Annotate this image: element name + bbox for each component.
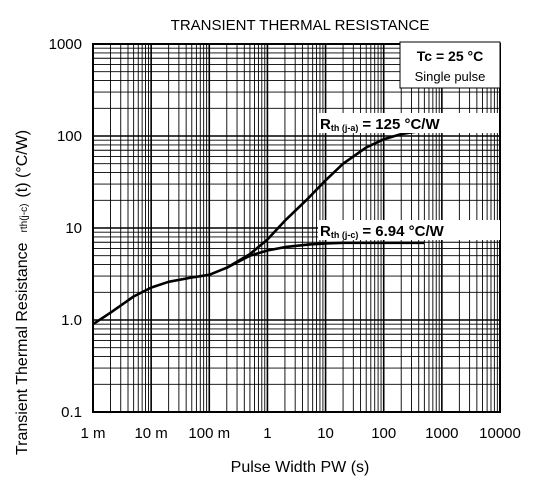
y-tick-labels: 1000 100 10 1.0 0.1 [49, 36, 82, 421]
y-tick-label: 10 [65, 220, 82, 237]
condition-tc: Tc = 25 °C [417, 48, 483, 64]
annotation-jc-sub: th (j-c) [331, 230, 359, 240]
series-layer [92, 129, 425, 326]
x-tick-labels: 1 m 10 m 100 m 1 10 100 1000 10000 [80, 425, 520, 442]
annotation-ja-sub: th (j-a) [331, 123, 359, 133]
annotation-jc-value: = 6.94 °C/W [362, 223, 444, 240]
chart-title: TRANSIENT THERMAL RESISTANCE [171, 17, 430, 34]
series-line-1 [92, 129, 425, 326]
conditions-box [399, 41, 501, 89]
grid [92, 44, 500, 413]
y-axis-label: Transient Thermal Resistance rth(j-c) (t) … [14, 130, 31, 455]
annotation-ja-symbol: R [320, 116, 331, 133]
condition-pulse: Single pulse [415, 69, 486, 84]
x-tick-label: 100 m [188, 425, 230, 442]
x-tick-label: 1000 [425, 425, 458, 442]
y-axis-label-main: Transient Thermal Resistance [14, 242, 31, 455]
x-tick-label: 10000 [479, 425, 521, 442]
annotation-rth-jc: Rth (j-c) = 6.94 °C/W [320, 223, 445, 240]
y-axis-label-symbol: rth(j-c) [19, 204, 30, 233]
annotation-rth-ja: Rth (j-a) = 125 °C/W [320, 116, 440, 133]
x-axis-label: Pulse Width PW (s) [231, 459, 370, 476]
y-tick-label: 1000 [49, 36, 82, 53]
x-tick-label: 10 m [134, 425, 167, 442]
y-tick-label: 0.1 [61, 404, 82, 421]
x-tick-label: 100 [371, 425, 396, 442]
y-tick-label: 1.0 [61, 312, 82, 329]
x-tick-label: 1 [263, 425, 271, 442]
y-axis-label-unit: (t) (°C/W) [14, 130, 31, 198]
y-tick-label: 100 [57, 128, 82, 145]
x-tick-label: 1 m [80, 425, 105, 442]
annotation-ja-value: = 125 °C/W [362, 116, 440, 133]
annotation-jc-symbol: R [320, 223, 331, 240]
x-tick-label: 10 [317, 425, 334, 442]
series-line-2 [226, 241, 425, 269]
